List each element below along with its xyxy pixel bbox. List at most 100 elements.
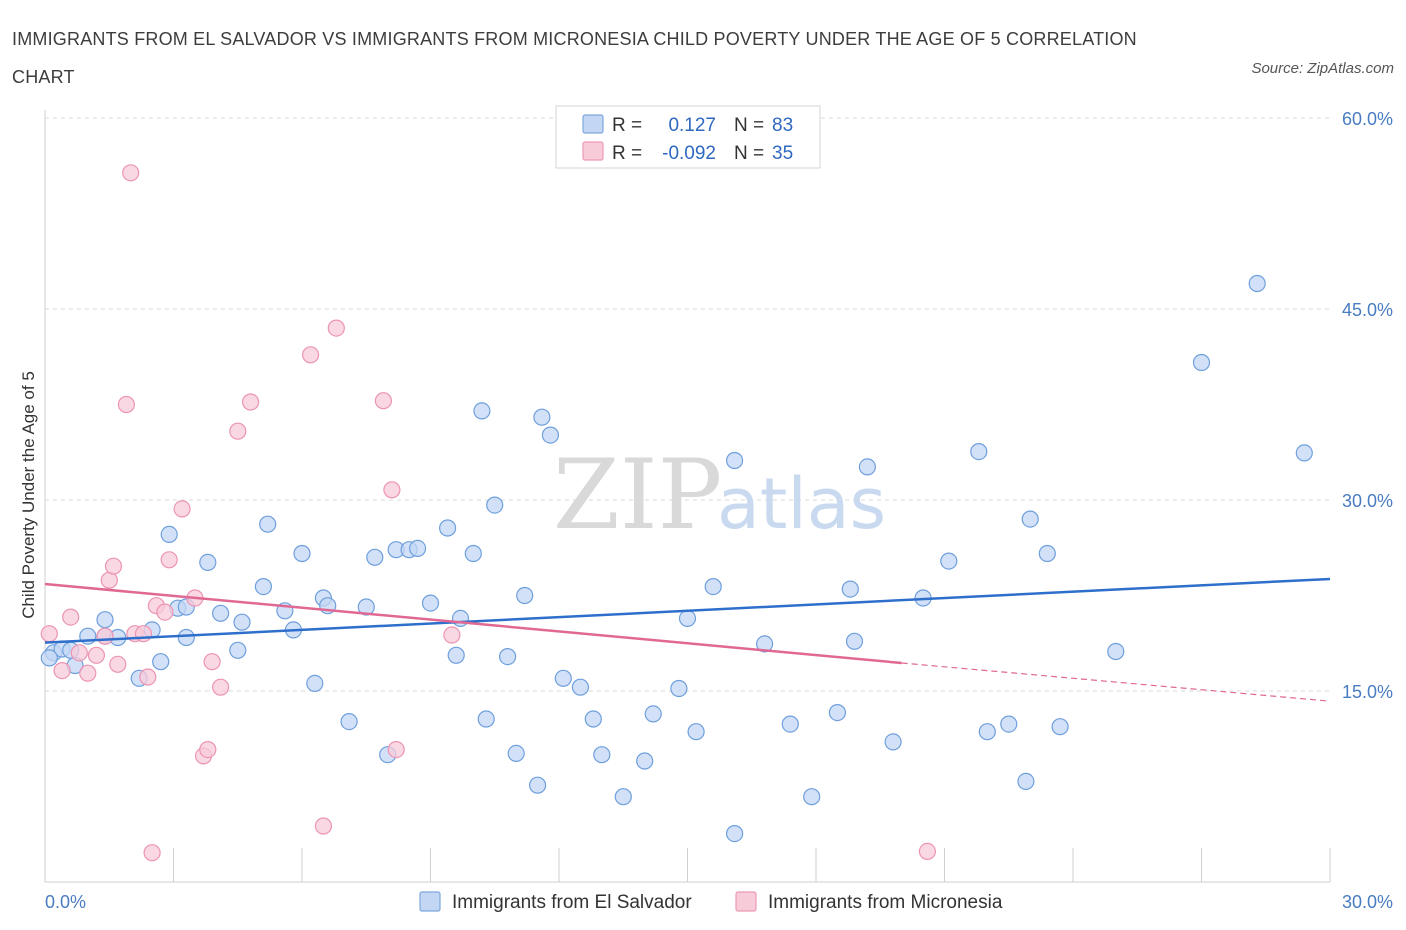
x-tick-label-min: 0.0% [45,892,86,912]
point-el-salvador [507,744,525,763]
point-el-salvador [439,519,457,537]
point-micronesia [104,557,123,575]
y-tick-label: 45.0% [1342,300,1393,320]
point-el-salvador [678,609,697,628]
point-micronesia [302,346,320,364]
point-el-salvador [152,653,170,671]
y-tick-label: 15.0% [1342,682,1393,702]
point-el-salvador [254,577,272,596]
point-el-salvador [212,604,230,622]
series-legend: Immigrants from El Salvador Immigrants f… [419,891,1003,913]
trend-line-el-salvador [44,577,1331,644]
point-el-salvador [978,723,996,741]
point-micronesia [199,740,217,759]
point-el-salvador [1295,444,1313,462]
point-el-salvador [725,824,744,843]
point-micronesia [443,626,461,644]
correlation-legend: R = 0.127 N = 83 R = -0.092 N = 35 [555,105,821,169]
point-el-salvador [755,635,774,653]
point-el-salvador [477,710,495,728]
point-micronesia [79,664,97,682]
chart-title: IMMIGRANTS FROM EL SALVADOR VS IMMIGRANT… [12,29,1137,87]
point-el-salvador [486,496,504,514]
point-el-salvador [781,715,799,733]
point-el-salvador [884,733,902,751]
x-axis-ticks [173,848,1331,882]
point-el-salvador [614,788,632,806]
point-el-salvador [858,458,877,476]
point-el-salvador [1107,642,1125,661]
legend-n-value-1: 83 [772,115,793,136]
point-micronesia [212,678,230,696]
point-el-salvador [259,515,277,533]
point-el-salvador [516,586,534,605]
legend-r-value-2: -0.092 [662,143,716,164]
point-el-salvador [160,525,178,544]
point-el-salvador [584,710,602,728]
series-legend-label-el-salvador: Immigrants from El Salvador [452,892,692,913]
point-el-salvador [447,646,465,664]
point-micronesia [143,844,161,862]
source-label: Source: ZipAtlas.com [1251,60,1394,77]
point-el-salvador [473,402,491,420]
point-micronesia [156,603,174,621]
point-el-salvador [1017,772,1035,791]
point-micronesia [383,481,401,499]
x-tick-label-max: 30.0% [1342,892,1393,912]
point-el-salvador [636,752,654,770]
grid-lines [45,117,1330,692]
point-el-salvador [670,679,688,698]
point-el-salvador [644,705,662,723]
point-el-salvador [421,594,440,612]
legend-swatch-el-salvador [582,114,604,134]
point-el-salvador [841,580,859,598]
point-el-salvador [940,552,958,570]
point-micronesia [96,627,114,645]
y-axis-tick-labels: 15.0% 30.0% 45.0% 60.0% [1342,109,1393,702]
point-el-salvador [554,669,572,687]
point-micronesia [229,422,247,440]
legend-n-label-2: N = [734,143,764,164]
point-micronesia [918,842,937,861]
trend-line-micronesia-extension [901,662,1331,702]
point-el-salvador [233,613,251,631]
series-legend-swatch-el-salvador [419,891,441,912]
point-micronesia [134,625,153,643]
point-el-salvador [96,611,114,629]
point-el-salvador [845,632,864,650]
point-el-salvador [293,544,311,563]
point-el-salvador [533,408,551,426]
point-el-salvador [828,703,847,722]
point-micronesia [173,500,191,518]
y-axis-label: Child Poverty Under the Age of 5 [19,371,38,619]
watermark-atlas: atlas [717,463,886,545]
point-micronesia [122,164,140,182]
legend-n-label-1: N = [734,115,764,136]
series-legend-label-micronesia: Immigrants from Micronesia [768,892,1003,913]
point-el-salvador [229,641,247,659]
point-el-salvador [40,649,58,667]
legend-swatch-micronesia [582,141,604,161]
point-micronesia [40,625,58,643]
point-micronesia [374,392,392,410]
point-el-salvador [1021,510,1039,528]
legend-r-label-2: R = [612,143,642,164]
point-el-salvador [970,443,988,461]
y-tick-label: 60.0% [1342,109,1393,129]
point-el-salvador [803,788,821,806]
point-micronesia [327,319,345,337]
point-el-salvador [687,723,705,741]
point-micronesia [62,608,80,626]
point-micronesia [387,740,405,759]
point-el-salvador [177,628,195,647]
point-micronesia [87,646,106,664]
point-micronesia [109,655,127,673]
point-el-salvador [704,577,722,596]
trend-lines [44,577,1331,702]
watermark-zip: ZIP [553,439,722,551]
point-el-salvador [725,451,744,470]
legend-r-label-1: R = [612,115,642,136]
point-el-salvador [199,553,217,572]
point-el-salvador [1000,715,1018,733]
